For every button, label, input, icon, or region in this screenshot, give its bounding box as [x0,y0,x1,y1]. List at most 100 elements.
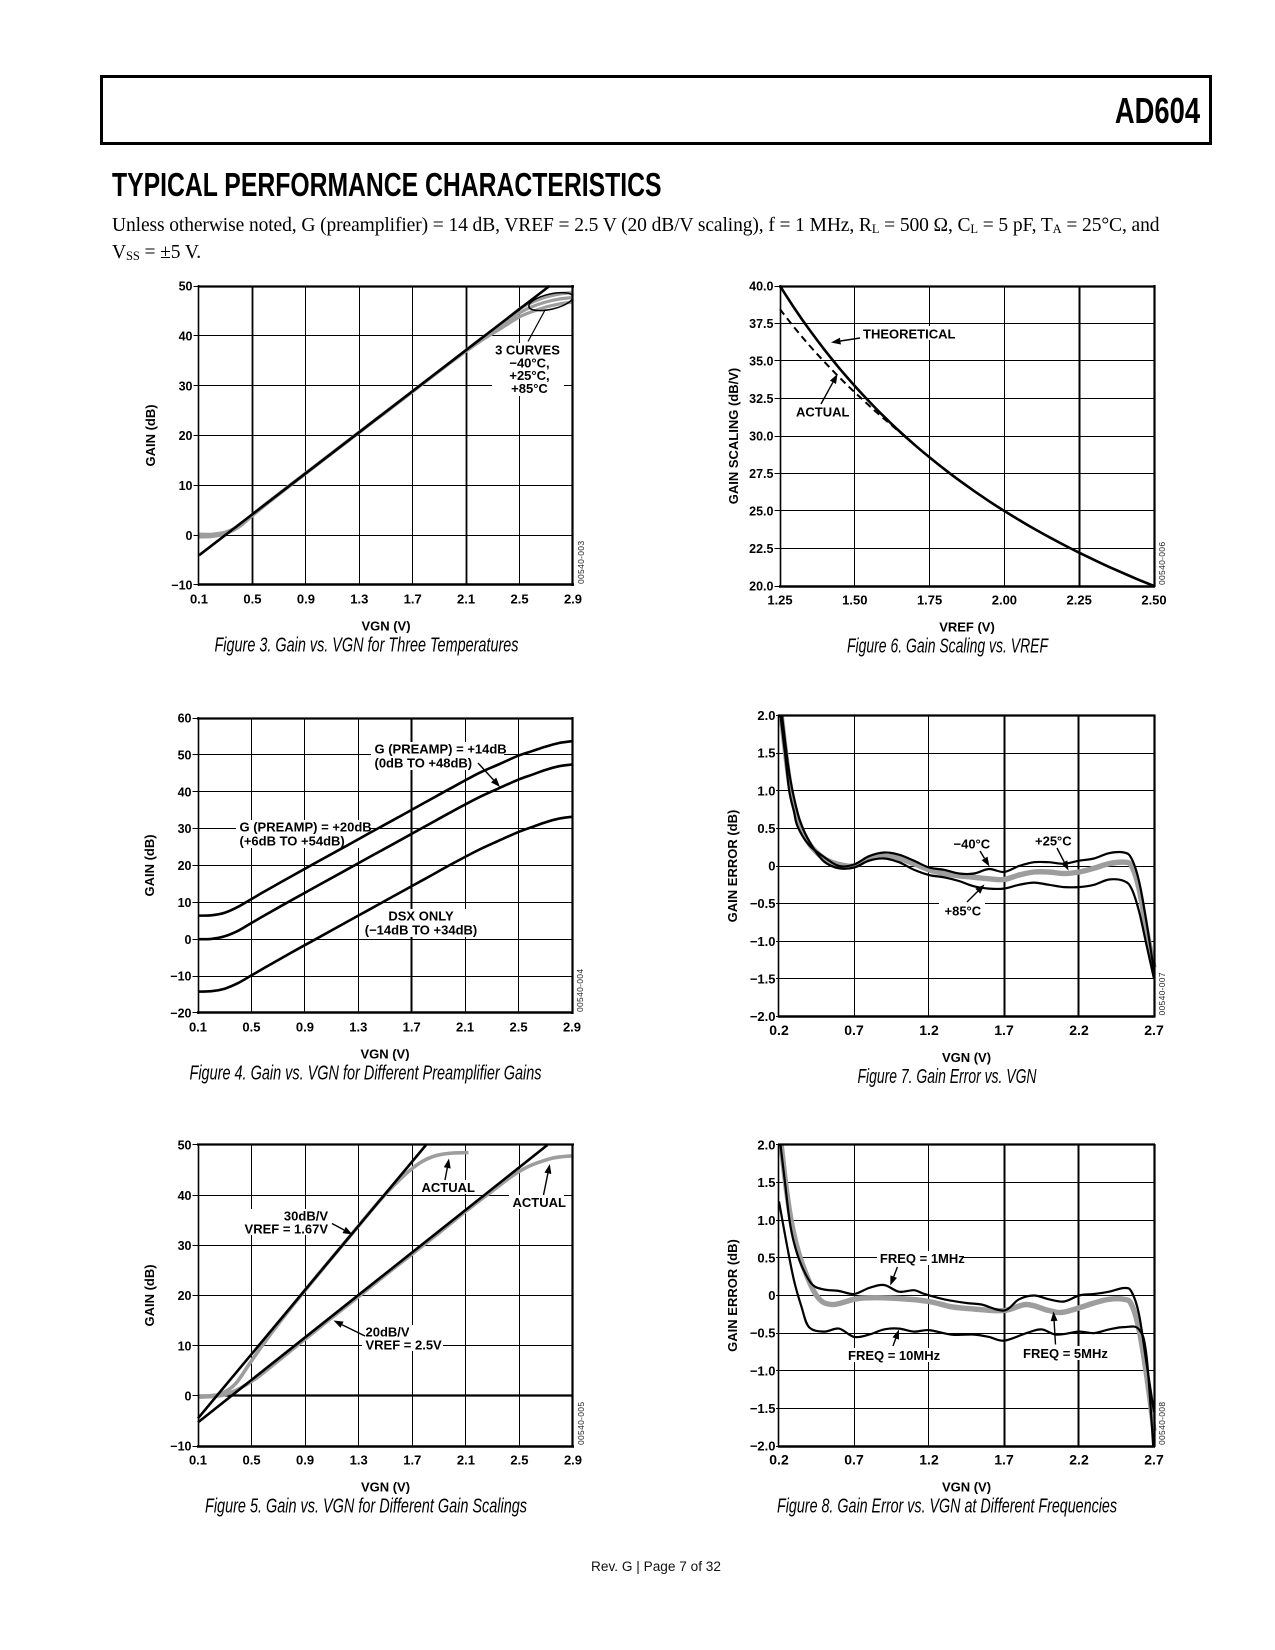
svg-text:00540-005: 00540-005 [576,1402,586,1445]
svg-text:1.2: 1.2 [919,1022,939,1038]
svg-text:FREQ = 5MHz: FREQ = 5MHz [1023,1346,1108,1361]
svg-text:0.1: 0.1 [190,592,208,607]
svg-text:2.00: 2.00 [992,593,1017,608]
svg-text:3 CURVES: 3 CURVES [495,343,560,358]
svg-text:2.0: 2.0 [757,708,775,723]
svg-text:20: 20 [178,859,192,873]
svg-text:0.9: 0.9 [296,1020,314,1035]
svg-text:VREF (V): VREF (V) [939,620,995,635]
svg-text:00540-004: 00540-004 [575,969,585,1012]
svg-text:GAIN SCALING (dB/V): GAIN SCALING (dB/V) [726,368,741,505]
svg-text:2.1: 2.1 [456,1020,474,1035]
svg-text:−20: −20 [170,1007,191,1021]
svg-text:0.5: 0.5 [757,821,775,836]
svg-text:2.50: 2.50 [1141,593,1166,608]
svg-text:00540-007: 00540-007 [1157,972,1167,1015]
svg-text:VREF = 2.5V: VREF = 2.5V [366,1338,443,1353]
svg-text:2.5: 2.5 [510,1453,528,1468]
svg-text:GAIN (dB): GAIN (dB) [142,834,157,896]
svg-text:2.9: 2.9 [564,592,582,607]
svg-text:−1.0: −1.0 [750,1363,776,1378]
svg-text:1.0: 1.0 [757,783,775,798]
svg-text:20dB/V: 20dB/V [366,1325,410,1340]
svg-text:0.5: 0.5 [242,1020,260,1035]
svg-text:60: 60 [178,712,192,726]
svg-text:35.0: 35.0 [749,355,773,369]
svg-text:00540-003: 00540-003 [576,541,586,584]
svg-text:40: 40 [179,329,193,343]
svg-text:G (PREAMP) = +20dB: G (PREAMP) = +20dB [240,820,372,835]
svg-text:2.25: 2.25 [1067,593,1092,608]
svg-text:−10: −10 [171,579,192,593]
svg-text:2.0: 2.0 [757,1138,775,1153]
svg-text:50: 50 [178,1139,192,1153]
svg-text:1.5: 1.5 [757,1175,775,1190]
svg-text:GAIN (dB): GAIN (dB) [143,404,158,466]
svg-text:2.2: 2.2 [1069,1452,1089,1468]
svg-text:0.5: 0.5 [243,592,261,607]
svg-text:1.7: 1.7 [403,1453,421,1468]
svg-text:1.50: 1.50 [842,593,867,608]
svg-text:ACTUAL: ACTUAL [422,1180,475,1195]
svg-text:Rev. G | Page 7 of 32: Rev. G | Page 7 of 32 [591,1559,721,1574]
svg-text:40: 40 [178,1189,192,1203]
svg-text:−1.5: −1.5 [750,972,776,987]
svg-text:VGN (V): VGN (V) [360,1047,409,1062]
svg-text:1.75: 1.75 [917,593,942,608]
svg-text:1.25: 1.25 [767,593,792,608]
svg-text:Figure 3. Gain vs. VGN for Thr: Figure 3. Gain vs. VGN for Three Tempera… [215,635,519,657]
svg-text:0.9: 0.9 [297,592,315,607]
svg-text:50: 50 [178,749,192,763]
svg-text:1.3: 1.3 [350,592,368,607]
svg-text:THEORETICAL: THEORETICAL [863,327,956,342]
svg-text:30dB/V: 30dB/V [284,1209,328,1224]
svg-text:2.9: 2.9 [564,1453,582,1468]
svg-text:−10: −10 [170,970,191,984]
svg-text:Figure 4. Gain vs. VGN for Dif: Figure 4. Gain vs. VGN for Different Pre… [190,1063,542,1085]
svg-text:−10: −10 [170,1440,191,1454]
svg-text:−0.5: −0.5 [750,1326,776,1341]
svg-text:1.7: 1.7 [994,1452,1014,1468]
svg-text:1.3: 1.3 [350,1453,368,1468]
svg-text:−2.0: −2.0 [750,1439,776,1454]
svg-text:FREQ = 10MHz: FREQ = 10MHz [848,1348,941,1363]
svg-text:30.0: 30.0 [749,430,773,444]
svg-text:VREF = 1.67V: VREF = 1.67V [245,1222,329,1237]
svg-text:10: 10 [178,1339,192,1353]
svg-text:2.7: 2.7 [1144,1022,1164,1038]
svg-text:ACTUAL: ACTUAL [796,405,849,420]
svg-text:40.0: 40.0 [749,280,773,294]
svg-text:2.1: 2.1 [457,1453,475,1468]
svg-text:0.9: 0.9 [296,1453,314,1468]
svg-text:+85°C: +85°C [945,904,982,919]
svg-text:30: 30 [178,1239,192,1253]
svg-text:00540-008: 00540-008 [1157,1402,1167,1445]
svg-text:VGN (V): VGN (V) [942,1050,991,1065]
svg-text:25.0: 25.0 [749,505,773,519]
svg-text:30: 30 [179,379,193,393]
svg-text:37.5: 37.5 [749,317,773,331]
svg-text:+25°C: +25°C [1035,834,1072,849]
svg-text:2.5: 2.5 [511,592,529,607]
svg-text:20: 20 [179,429,193,443]
svg-text:2.9: 2.9 [563,1020,581,1035]
svg-text:Figure 7. Gain Error vs. VGN: Figure 7. Gain Error vs. VGN [858,1066,1037,1088]
svg-text:10: 10 [178,896,192,910]
svg-text:−1.5: −1.5 [750,1401,776,1416]
svg-text:0.7: 0.7 [844,1022,864,1038]
svg-text:40: 40 [178,785,192,799]
svg-text:2.5: 2.5 [510,1020,528,1035]
svg-text:VGN (V): VGN (V) [942,1480,991,1495]
svg-text:0: 0 [186,529,193,543]
svg-text:0.5: 0.5 [757,1251,775,1266]
svg-text:GAIN ERROR (dB): GAIN ERROR (dB) [725,810,740,923]
svg-text:−2.0: −2.0 [750,1009,776,1024]
svg-text:0: 0 [768,859,775,874]
svg-text:20: 20 [178,1289,192,1303]
svg-text:1.7: 1.7 [404,592,422,607]
svg-text:Figure 8. Gain Error vs. VGN a: Figure 8. Gain Error vs. VGN at Differen… [777,1496,1117,1518]
svg-text:32.5: 32.5 [749,392,773,406]
svg-text:−0.5: −0.5 [750,896,776,911]
svg-text:GAIN ERROR (dB): GAIN ERROR (dB) [725,1239,740,1352]
svg-text:ACTUAL: ACTUAL [513,1195,566,1210]
